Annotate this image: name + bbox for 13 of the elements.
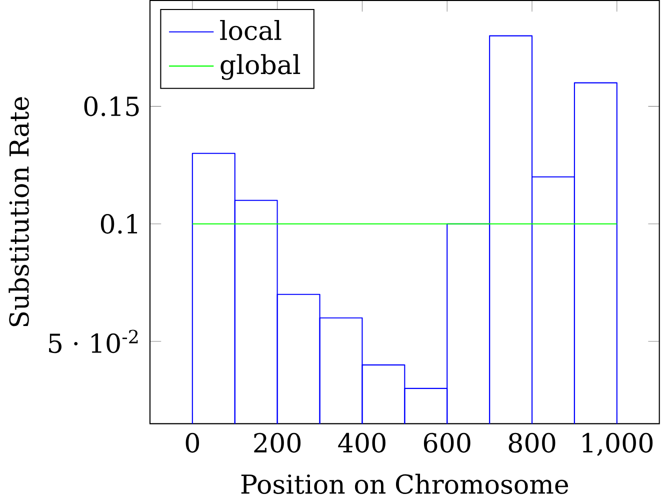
y-axis-title: Substitution Rate <box>8 97 29 326</box>
x-tick-label: 600 <box>424 433 470 453</box>
x-tick-label: 800 <box>508 433 556 453</box>
x-tick-label: 200 <box>254 433 301 453</box>
y-tick-label: 5 · 10$^{-2}$ <box>49 330 138 354</box>
y-tick-label: 0.15 <box>84 96 139 116</box>
legend-label: local <box>220 20 282 40</box>
x-axis-title: Position on Chromosome <box>241 474 568 494</box>
legend-label: global <box>220 54 300 80</box>
x-tick-label: 0 <box>186 433 200 453</box>
x-tick-label: 400 <box>338 433 386 453</box>
y-tick-label: 0.1 <box>100 214 138 234</box>
x-tick-label: 1,000 <box>582 433 653 456</box>
